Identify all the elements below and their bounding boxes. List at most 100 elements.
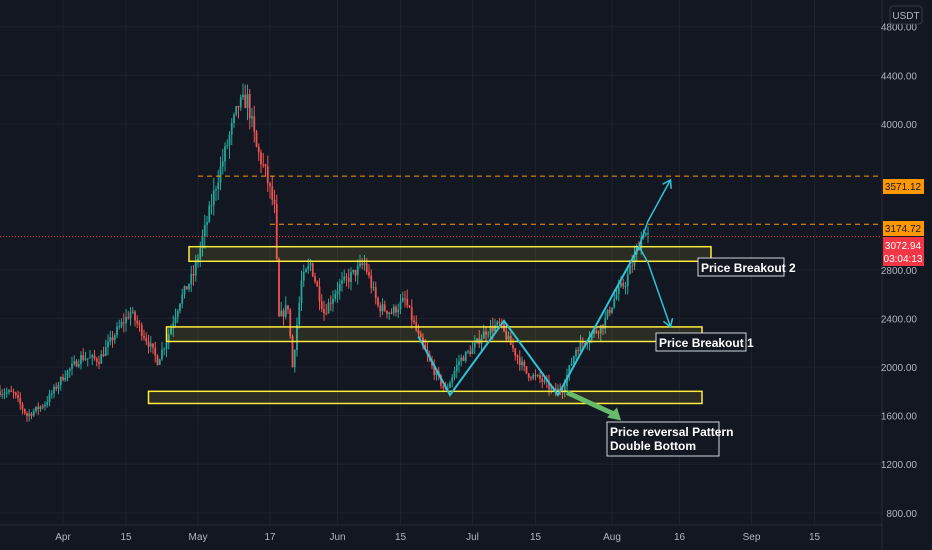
candle-body (95, 358, 98, 362)
candle-body (534, 374, 537, 376)
zone-0 (188, 245, 712, 263)
candle-body (8, 390, 10, 393)
candle-body (296, 324, 298, 350)
candle-body (116, 326, 118, 336)
candle-body (183, 286, 186, 295)
candle-body (365, 263, 368, 273)
candle (388, 311, 391, 320)
level-tag-3174: 3174.72 (883, 221, 924, 236)
candle-body (59, 377, 62, 385)
candle-body (203, 224, 206, 237)
candle-body (563, 386, 566, 393)
candle (203, 214, 206, 249)
candle (19, 392, 22, 411)
candle-body (320, 301, 323, 310)
candle-body (257, 146, 260, 153)
candle-body (327, 302, 330, 314)
candle-body (197, 258, 199, 263)
candle-body (91, 355, 94, 358)
candle (190, 265, 193, 293)
candle (167, 328, 170, 350)
candle-body (433, 365, 436, 376)
candle-body (318, 286, 321, 302)
candle (248, 88, 251, 130)
candle-body (410, 307, 413, 321)
candle (118, 319, 121, 330)
candle (633, 245, 636, 271)
candle-body (370, 275, 373, 288)
candle-body (140, 324, 143, 336)
candle-body (251, 116, 253, 119)
currency-badge[interactable]: USDT (892, 11, 919, 22)
candle (179, 302, 181, 314)
candle (230, 117, 233, 145)
candle (356, 259, 359, 285)
candle-body (228, 134, 231, 146)
candle (170, 324, 172, 335)
candle-body (278, 258, 280, 317)
candle-body (280, 310, 283, 317)
candle (116, 321, 118, 339)
zone-2 (147, 390, 703, 405)
candle-body (604, 317, 607, 329)
candle-body (219, 166, 222, 183)
candle (237, 105, 240, 119)
candle-body (307, 265, 310, 270)
breakout2-label-box[interactable]: Price Breakout 2 (697, 257, 796, 277)
candle (154, 341, 157, 363)
candle (368, 264, 370, 279)
candle-body (163, 348, 166, 350)
chart-overlays (0, 175, 882, 421)
candle (507, 331, 510, 341)
candle-body (386, 310, 388, 314)
candle-body (494, 325, 496, 331)
candle-body (361, 263, 364, 265)
candle (386, 310, 388, 319)
candle-body (530, 377, 532, 379)
candle (453, 366, 456, 381)
candle (395, 304, 397, 317)
candle-body (190, 273, 193, 285)
candle (494, 318, 496, 333)
candle (181, 288, 184, 309)
candle-body (381, 304, 384, 312)
candle (100, 350, 103, 364)
candle-body (464, 351, 467, 361)
candle-body (354, 269, 357, 276)
price-axis-panel[interactable] (882, 0, 932, 550)
candle (579, 335, 582, 352)
candle-body (606, 309, 609, 318)
candle-body (17, 395, 19, 398)
candle (275, 194, 278, 261)
time-axis[interactable]: Apr 15 May 17 Jun 15 Jul 15 Aug 16 Sep 15 (55, 532, 820, 543)
candle-body (73, 361, 76, 364)
candle-body (46, 402, 49, 405)
candle-body (224, 146, 226, 162)
candle-body (50, 393, 53, 395)
candle-body (221, 161, 224, 167)
candle (523, 359, 526, 372)
candle-body (266, 166, 269, 184)
zone-1 (165, 326, 703, 343)
candle-body (185, 286, 188, 290)
reversal-label-box[interactable]: Price reversal Pattern Double Bottom (606, 421, 733, 457)
candle (183, 285, 186, 299)
candle (570, 357, 573, 367)
candle (10, 385, 13, 393)
candle (458, 354, 460, 373)
candle-body (536, 375, 539, 377)
candle (361, 258, 364, 270)
price-axis[interactable]: 800.00 1200.00 1600.00 2000.00 2400.00 2800.0… (881, 23, 918, 520)
candle (109, 330, 112, 346)
candle-body (167, 334, 170, 343)
candle (280, 301, 283, 317)
candle (296, 317, 298, 357)
currency-badge-box[interactable] (889, 5, 923, 25)
candle-body (397, 309, 400, 313)
candle (98, 355, 100, 370)
candle-body (179, 303, 181, 311)
candle (311, 262, 314, 278)
candle-body (1, 393, 4, 396)
breakout1-label-box[interactable]: Price Breakout 1 (655, 332, 754, 352)
